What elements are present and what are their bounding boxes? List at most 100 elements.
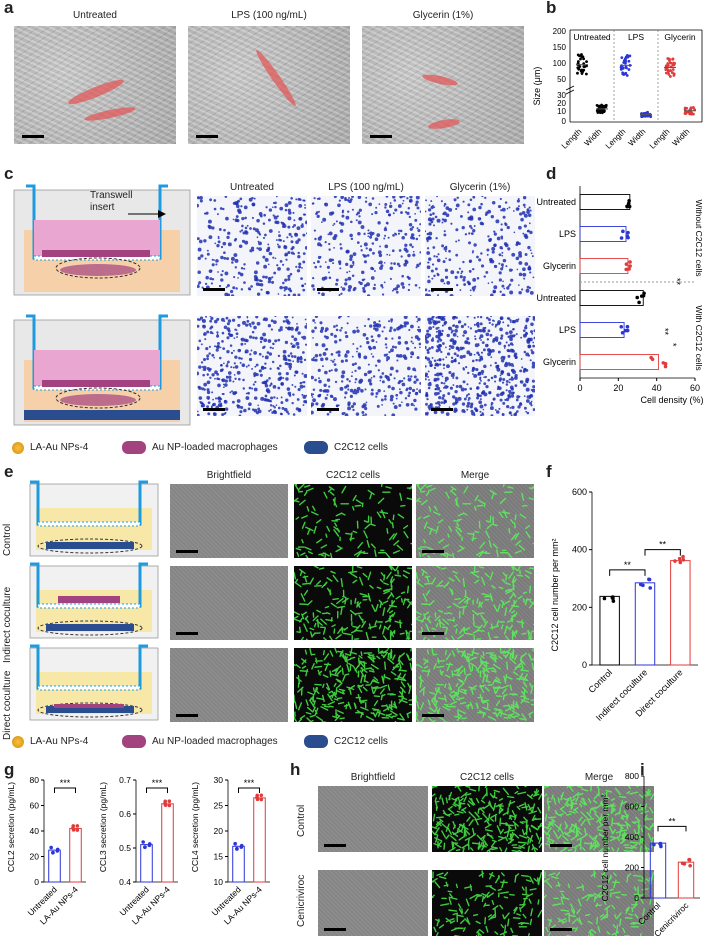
- cell-mark: [414, 203, 418, 207]
- cell-mark: [244, 216, 247, 220]
- cell-mark: [352, 408, 355, 412]
- cell-mark: [649, 807, 654, 814]
- cell-mark: [622, 927, 626, 934]
- cell-mark: [384, 661, 387, 670]
- cell-mark: [209, 316, 212, 318]
- cell-mark: [412, 250, 415, 253]
- cell-mark: [364, 200, 368, 203]
- cell-mark: [497, 341, 502, 346]
- cell-mark: [470, 833, 477, 838]
- cell-mark: [292, 344, 296, 348]
- cell-mark: [498, 808, 504, 815]
- cell-mark: [200, 343, 203, 346]
- cell-mark: [548, 821, 554, 827]
- cell-mark: [538, 877, 540, 886]
- cell-mark: [216, 377, 219, 381]
- cell-mark: [455, 207, 458, 211]
- cell-mark: [251, 202, 256, 207]
- cell-mark: [314, 353, 319, 358]
- cell-mark: [352, 264, 355, 266]
- cell-mark: [244, 240, 249, 245]
- cell-mark: [596, 786, 600, 789]
- cell-mark: [377, 221, 381, 225]
- cell-mark: [444, 674, 451, 678]
- cell-mark: [201, 366, 204, 368]
- cell-mark: [283, 286, 288, 291]
- cell-mark: [210, 325, 214, 329]
- cell-mark: [362, 289, 366, 293]
- cell-mark: [505, 590, 513, 595]
- cell-mark: [351, 363, 355, 366]
- cell-mark: [501, 266, 504, 268]
- cell-mark: [522, 232, 525, 235]
- cell-mark: [302, 335, 307, 340]
- cell-mark: [476, 255, 479, 259]
- cell-mark: [224, 379, 228, 383]
- cell-mark: [424, 582, 433, 585]
- cell-mark: [544, 826, 550, 830]
- bar: [649, 842, 667, 899]
- cell-mark: [434, 388, 437, 391]
- cell-mark: [531, 814, 536, 821]
- cell-mark: [285, 326, 288, 329]
- cell-mark: [475, 550, 485, 556]
- cell-mark: [220, 363, 223, 367]
- cell-mark: [282, 320, 286, 323]
- cell-mark: [262, 222, 266, 225]
- cell-mark: [485, 332, 490, 337]
- panel-letter-g: g: [4, 760, 15, 779]
- cell-mark: [394, 208, 398, 212]
- cell-mark: [551, 818, 556, 823]
- cell-mark: [475, 797, 480, 804]
- cell-mark: [270, 319, 274, 323]
- cell-mark: [508, 330, 513, 335]
- cell-mark: [442, 260, 446, 264]
- cell-mark: [298, 718, 303, 722]
- cell-mark: [301, 539, 304, 544]
- cell-mark: [320, 618, 327, 625]
- cell-mark: [444, 268, 448, 272]
- cell-mark: [493, 232, 497, 236]
- cell-mark: [363, 679, 369, 684]
- cell-mark: [614, 932, 618, 936]
- cell-mark: [511, 320, 515, 324]
- data-point: [141, 840, 145, 844]
- cell-mark: [581, 884, 585, 892]
- cell-mark: [495, 700, 501, 707]
- cell-mark: [410, 375, 413, 378]
- cell-mark: [407, 682, 411, 689]
- cell-mark: [467, 800, 475, 806]
- cell-mark: [600, 871, 606, 880]
- cell-mark: [215, 263, 218, 266]
- cell-mark: [479, 376, 482, 379]
- cell-mark: [595, 804, 602, 810]
- cell-mark: [501, 284, 505, 288]
- cell-mark: [314, 316, 318, 319]
- cell-mark: [438, 396, 442, 400]
- cell-mark: [249, 325, 252, 328]
- cell-mark: [301, 613, 305, 620]
- cell-mark: [502, 484, 505, 488]
- scatter-point: [692, 106, 695, 109]
- cell-mark: [362, 572, 368, 578]
- cell-mark: [301, 665, 307, 669]
- cell-mark: [220, 255, 224, 260]
- cell-mark: [399, 713, 405, 721]
- cell-mark: [518, 253, 523, 258]
- cell-mark: [435, 372, 440, 377]
- cell-mark: [228, 375, 232, 380]
- cell-mark: [333, 196, 337, 199]
- cell-texture: [432, 786, 542, 852]
- data-point: [626, 201, 631, 206]
- cell-mark: [312, 615, 319, 622]
- cell-mark: [249, 288, 252, 291]
- cell-mark: [226, 284, 230, 288]
- cell-mark: [277, 293, 280, 295]
- cell-mark: [481, 391, 484, 395]
- cell-mark: [380, 684, 388, 689]
- cell-mark: [510, 927, 514, 934]
- cell-mark: [479, 414, 483, 416]
- cell-mark: [611, 891, 621, 895]
- cell-mark: [631, 821, 636, 825]
- cell-mark: [578, 816, 583, 822]
